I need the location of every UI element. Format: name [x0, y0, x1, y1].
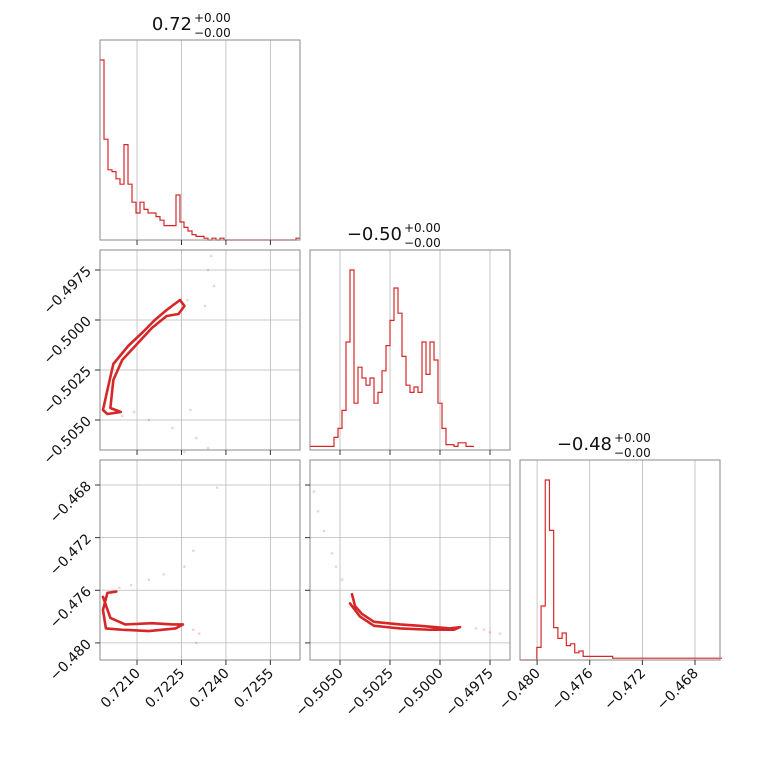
x-tick-label: −0.5000 — [393, 666, 447, 720]
scatter-point — [474, 627, 478, 630]
scatter-point — [171, 426, 174, 430]
x-tick-label: −0.5025 — [343, 666, 397, 720]
scatter-point — [197, 632, 201, 635]
panel-frame — [309, 249, 511, 451]
scatter-point — [147, 578, 151, 582]
title-upper-2: +0.00 — [614, 431, 651, 445]
scatter-point — [482, 628, 486, 632]
x-tick-label: 0.7210 — [98, 666, 144, 712]
panel-2-1: −0.5050−0.5025−0.5000−0.4975 — [293, 459, 511, 720]
scatter-point — [203, 304, 207, 308]
scatter-point — [183, 565, 186, 568]
scatter-point — [162, 573, 166, 576]
scatter-point — [212, 284, 216, 288]
scatter-point — [334, 565, 338, 568]
scatter-point — [192, 628, 195, 632]
scatter-point — [147, 418, 151, 422]
panel-2-2: −0.48 +0.00−0.00 −0.480 −0.476 −0.472 −0.468 — [496, 431, 723, 714]
scatter-point — [186, 298, 189, 302]
y-tick-label: −0.5000 — [41, 314, 95, 368]
x-tick-label: −0.476 — [549, 665, 597, 713]
y-tick-label: −0.472 — [47, 531, 95, 579]
scatter-point — [117, 586, 121, 589]
panel-frame — [519, 459, 721, 661]
y-tick-label: −0.4975 — [41, 264, 95, 318]
x-tick-label: 0.7255 — [231, 666, 277, 712]
scatter-point — [129, 583, 133, 587]
scatter-point — [194, 641, 198, 645]
title-lower-2: −0.00 — [614, 446, 651, 460]
y-tick-label: −0.468 — [47, 479, 95, 527]
title-lower-1: −0.00 — [404, 236, 441, 250]
scatter-point — [316, 510, 320, 513]
scatter-point — [340, 578, 344, 582]
y-tick-label: −0.480 — [47, 636, 95, 684]
title-upper-0: +0.00 — [194, 11, 231, 25]
panel-frame — [99, 249, 301, 451]
y-tick-label: −0.5050 — [41, 414, 95, 468]
y-tick-label: −0.5025 — [41, 364, 95, 418]
x-tick-label: −0.4975 — [443, 666, 497, 720]
scatter-point — [183, 450, 186, 454]
panel-frame — [99, 39, 301, 241]
scatter-point — [206, 446, 210, 450]
panel-1-1: −0.50 +0.00−0.00 — [309, 221, 511, 455]
title-value-2: −0.48 — [557, 434, 612, 455]
scatter-point — [488, 631, 492, 634]
scatter-point — [194, 436, 198, 440]
panel-frame — [99, 459, 301, 661]
scatter-point — [498, 632, 502, 635]
panel-1-0: −0.5050−0.5025−0.5000−0.4975 — [41, 249, 301, 468]
contour-2-0 — [101, 590, 185, 633]
scatter-point — [209, 254, 213, 258]
scatter-point — [192, 549, 195, 553]
panel-frame — [309, 459, 511, 661]
scatter-point — [330, 552, 334, 555]
x-tick-label: −0.472 — [601, 666, 649, 714]
scatter-point — [120, 414, 124, 418]
title-value-1: −0.50 — [347, 224, 402, 245]
scatter-point — [215, 486, 219, 489]
title-value-0: 0.72 — [152, 14, 192, 35]
panel-0-0: 0.72 +0.00−0.00 — [99, 11, 301, 245]
x-tick-label: 0.7240 — [187, 666, 233, 712]
y-tick-label: −0.476 — [47, 584, 95, 632]
histogram-2 — [520, 479, 723, 661]
histogram-1 — [310, 269, 474, 447]
scatter-point — [206, 268, 210, 272]
contour-2-1 — [348, 592, 462, 632]
scatter-point — [189, 408, 192, 412]
x-tick-label: −0.468 — [654, 666, 702, 714]
x-tick-label: −0.480 — [496, 666, 544, 714]
title-lower-0: −0.00 — [194, 26, 231, 40]
contour-1-0 — [101, 298, 186, 416]
scatter-point — [312, 490, 316, 493]
x-tick-label: 0.7225 — [142, 666, 188, 712]
title-upper-1: +0.00 — [404, 221, 441, 235]
scatter-point — [132, 410, 136, 414]
x-tick-label: −0.5050 — [293, 666, 347, 720]
scatter-point — [322, 529, 326, 533]
